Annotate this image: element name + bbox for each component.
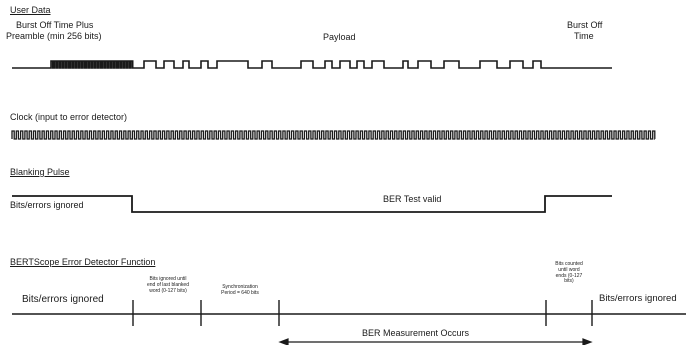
sync-period-line1: Synchronization [222, 284, 258, 290]
detector-ignored-right-label: Bits/errors ignored [599, 293, 677, 304]
blanking-ignored-label: Bits/errors ignored [10, 200, 84, 210]
sync-period-note: Synchronization Period = 640 bits [204, 284, 276, 297]
detector-title: BERTScope Error Detector Function [10, 257, 156, 267]
ignored-until-note: Bits ignored until end of last blanked w… [136, 276, 200, 294]
ignored-until-line3: word (0-127 bits) [149, 287, 187, 294]
bits-counted-line1: Bits counted [555, 261, 583, 267]
ignored-until-line2: end of last blanked [147, 281, 189, 288]
bits-counted-line3: ends (0-127 [555, 272, 583, 279]
user-data-title: User Data [10, 5, 51, 15]
sync-period-line2: Period = 640 bits [221, 289, 259, 296]
burst-off-time-label-line2: Time [574, 31, 594, 41]
ber-test-valid-label: BER Test valid [383, 194, 442, 204]
burst-off-preamble-label-line2: Preamble (min 256 bits) [6, 31, 102, 41]
user-data-waveform [12, 60, 612, 69]
bits-counted-line2: until word [558, 266, 580, 273]
ber-measurement-label: BER Measurement Occurs [362, 328, 470, 338]
measurement-arrow [278, 338, 593, 345]
payload-label: Payload [323, 32, 356, 42]
bits-counted-note: Bits counted until word ends (0-127 bits… [544, 261, 594, 285]
burst-off-time-label-line1: Burst Off [567, 20, 603, 30]
blanking-pulse-waveform [12, 195, 612, 213]
bits-counted-line4: bits) [564, 278, 574, 285]
burst-off-preamble-label-line1: Burst Off Time Plus [16, 20, 94, 30]
clock-waveform [11, 130, 656, 140]
blanking-pulse-title: Blanking Pulse [10, 167, 70, 177]
detector-ignored-left-label: Bits/errors ignored [22, 294, 104, 305]
ignored-until-line1: Bits ignored until [149, 276, 187, 282]
clock-title: Clock (input to error detector) [10, 112, 128, 122]
